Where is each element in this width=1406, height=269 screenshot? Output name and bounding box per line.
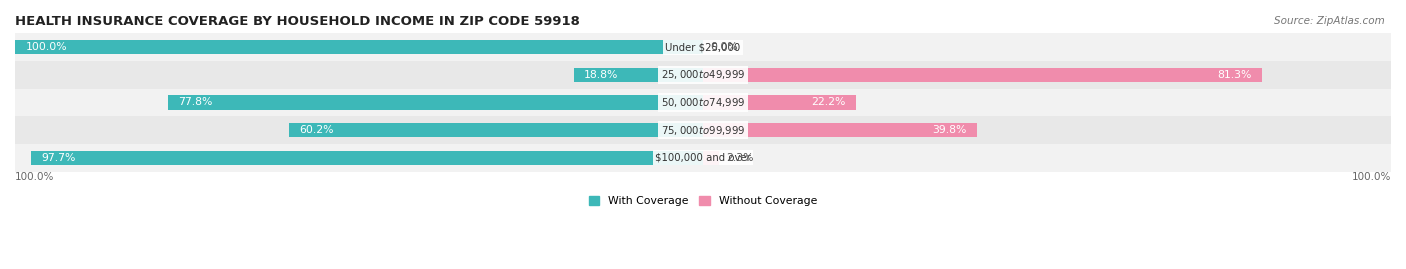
- Text: Source: ZipAtlas.com: Source: ZipAtlas.com: [1274, 16, 1385, 26]
- Text: 77.8%: 77.8%: [179, 97, 212, 108]
- Legend: With Coverage, Without Coverage: With Coverage, Without Coverage: [585, 192, 821, 210]
- Text: 100.0%: 100.0%: [25, 42, 67, 52]
- Bar: [703, 95, 856, 110]
- Text: $75,000 to $99,999: $75,000 to $99,999: [661, 124, 745, 137]
- Bar: [167, 95, 703, 110]
- Bar: [15, 33, 1391, 61]
- Bar: [288, 123, 703, 137]
- Bar: [15, 89, 1391, 116]
- Bar: [574, 68, 703, 82]
- Text: HEALTH INSURANCE COVERAGE BY HOUSEHOLD INCOME IN ZIP CODE 59918: HEALTH INSURANCE COVERAGE BY HOUSEHOLD I…: [15, 15, 579, 28]
- Text: Under $25,000: Under $25,000: [665, 42, 741, 52]
- Text: $25,000 to $49,999: $25,000 to $49,999: [661, 68, 745, 81]
- Text: 81.3%: 81.3%: [1218, 70, 1251, 80]
- Text: 97.7%: 97.7%: [41, 153, 76, 163]
- Bar: [31, 151, 703, 165]
- Text: 100.0%: 100.0%: [1351, 172, 1391, 182]
- Bar: [15, 116, 1391, 144]
- Text: 100.0%: 100.0%: [15, 172, 55, 182]
- Text: $50,000 to $74,999: $50,000 to $74,999: [661, 96, 745, 109]
- Text: 18.8%: 18.8%: [583, 70, 619, 80]
- Text: 60.2%: 60.2%: [299, 125, 333, 135]
- Text: 0.0%: 0.0%: [710, 42, 738, 52]
- Text: $100,000 and over: $100,000 and over: [655, 153, 751, 163]
- Text: 2.3%: 2.3%: [725, 153, 754, 163]
- Bar: [15, 61, 1391, 89]
- Text: 22.2%: 22.2%: [811, 97, 845, 108]
- Bar: [703, 151, 718, 165]
- Bar: [703, 68, 1263, 82]
- Text: 39.8%: 39.8%: [932, 125, 966, 135]
- Bar: [15, 40, 703, 54]
- Bar: [15, 144, 1391, 172]
- Bar: [703, 123, 977, 137]
